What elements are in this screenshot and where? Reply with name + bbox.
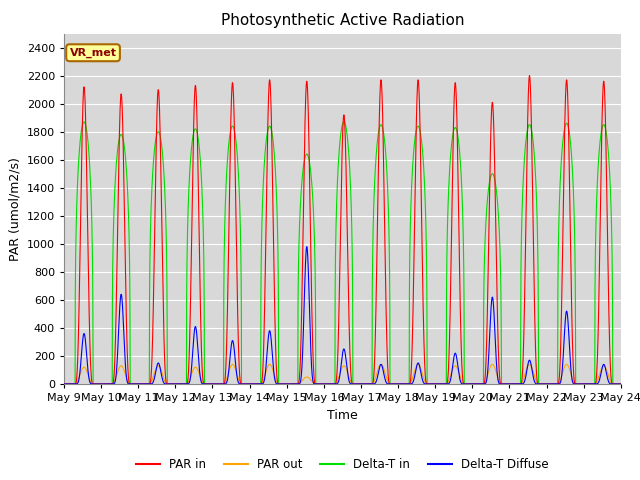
Title: Photosynthetic Active Radiation: Photosynthetic Active Radiation [221, 13, 464, 28]
Y-axis label: PAR (umol/m2/s): PAR (umol/m2/s) [8, 157, 21, 261]
X-axis label: Time: Time [327, 408, 358, 421]
Text: VR_met: VR_met [70, 48, 116, 58]
Legend: PAR in, PAR out, Delta-T in, Delta-T Diffuse: PAR in, PAR out, Delta-T in, Delta-T Dif… [131, 454, 554, 476]
